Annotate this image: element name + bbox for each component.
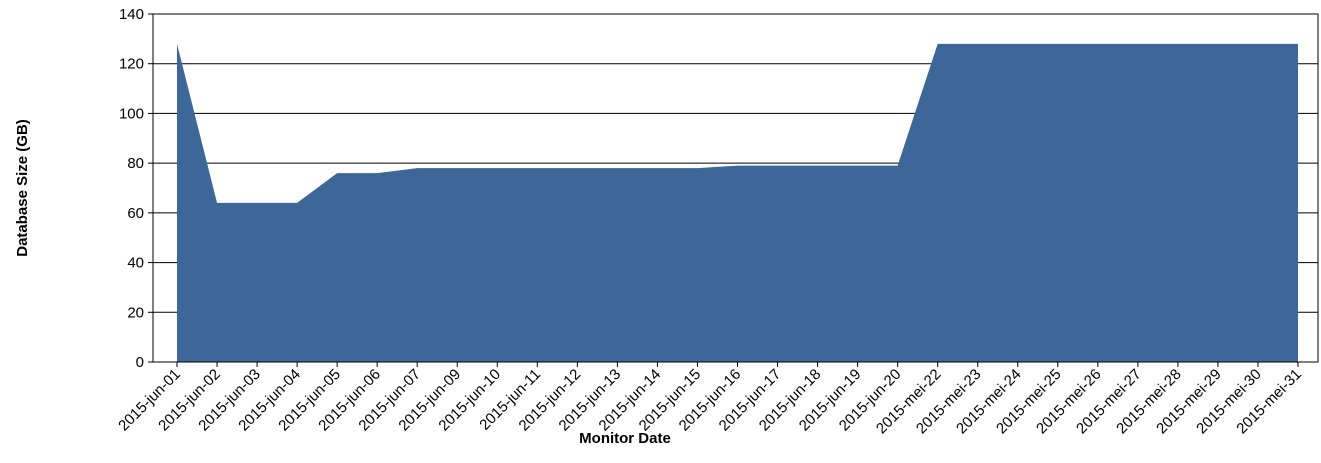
x-axis-title: Monitor Date: [579, 430, 671, 447]
y-axis-title: Database Size (GB): [14, 119, 31, 257]
y-tick-label: 40: [127, 255, 144, 272]
y-tick-label: 120: [119, 56, 144, 73]
plot-frame: [152, 13, 1319, 363]
y-tick-label: 20: [127, 304, 144, 321]
y-tick-label: 0: [136, 354, 144, 371]
y-tick-label: 60: [127, 205, 144, 222]
y-tick-label: 140: [119, 6, 144, 23]
x-axis: 2015-jun-012015-jun-022015-jun-032015-ju…: [115, 362, 1305, 437]
y-tick-label: 100: [119, 105, 144, 122]
y-tick-label: 80: [127, 155, 144, 172]
area-series-0: [177, 43, 1298, 362]
plot-area: [177, 43, 1298, 362]
y-axis: 0 20 40 60 80 100 120 140: [119, 6, 153, 371]
